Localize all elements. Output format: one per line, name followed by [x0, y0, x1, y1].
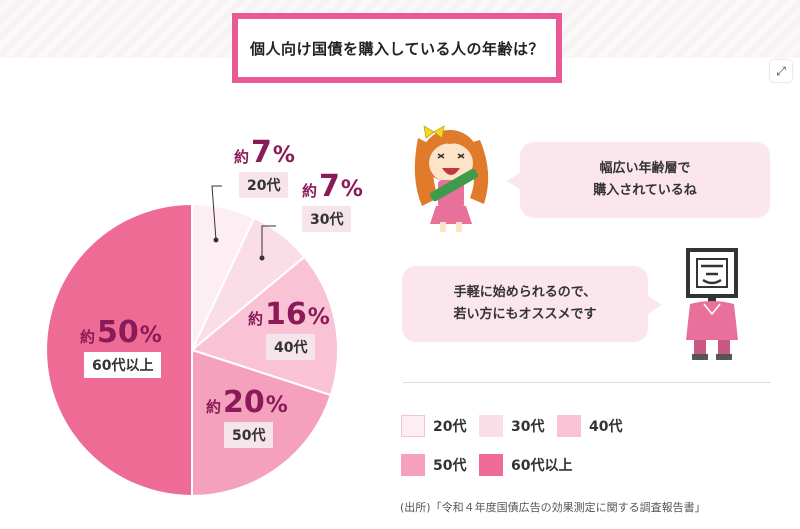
speech-bubble-robot: 手軽に始められるので、 若い方にもオススメです [402, 266, 648, 342]
page-title: 個人向け国債を購入している人の年齢は？ [232, 13, 562, 83]
legend-label: 60代以上 [511, 458, 573, 474]
slice-unit: % [272, 143, 295, 168]
legend-item-60: 60代以上 [479, 454, 572, 476]
slice-category: 40代 [266, 334, 316, 360]
pie-slice-5 [45, 202, 193, 498]
legend-swatch [479, 454, 503, 476]
legend-item-30: 30代 [479, 415, 544, 437]
divider [403, 382, 771, 383]
slice-prefix: 約 [206, 398, 222, 416]
slice-value: 50 [97, 315, 139, 350]
slice-label-30: 約7% 30代 [302, 172, 363, 232]
robot-character-icon [686, 248, 738, 360]
bubble-text-line: 若い方にもオススメです [453, 307, 597, 322]
slice-category: 60代以上 [84, 352, 162, 378]
legend-label: 30代 [511, 419, 545, 435]
legend-item-20: 20代 [401, 415, 466, 437]
slice-label-50: 約20% 50代 [206, 388, 288, 448]
legend-swatch [401, 454, 425, 476]
legend-item-40: 40代 [557, 415, 622, 437]
source-note: (出所)「令和４年度国債広告の効果測定に関する調査報告書」 [400, 501, 706, 514]
slice-label-40: 約16% 40代 [248, 300, 330, 360]
legend-label: 40代 [589, 419, 623, 435]
legend-swatch [557, 415, 581, 437]
slice-category: 30代 [302, 206, 352, 232]
speech-bubble-robot-tail [648, 296, 662, 314]
legend-label: 50代 [433, 458, 467, 474]
legend-swatch [479, 415, 503, 437]
legend-swatch [401, 415, 425, 437]
slice-prefix: 約 [234, 148, 250, 166]
slice-category: 50代 [224, 422, 274, 448]
slice-unit: % [265, 393, 288, 418]
leader-line-30 [261, 225, 276, 258]
slice-category: 20代 [239, 172, 289, 198]
slice-unit: % [340, 177, 363, 202]
slice-prefix: 約 [302, 182, 318, 200]
speech-bubble-girl-tail [507, 172, 521, 190]
slice-label-60: 約50% 60代以上 [80, 318, 162, 378]
bubble-text-line: 幅広い年齢層で [599, 160, 691, 176]
speech-bubble-girl: 幅広い年齢層で 購入されているね [520, 142, 770, 218]
slice-value: 16 [265, 297, 307, 332]
leader-dot-30 [259, 255, 265, 261]
legend-item-50: 50代 [401, 454, 466, 476]
slice-unit: % [307, 305, 330, 330]
leader-line-20 [211, 185, 222, 241]
slice-prefix: 約 [80, 328, 96, 346]
slice-label-20: 約7% 20代 [234, 138, 295, 198]
bubble-text-line: 手軽に始められるので、 [453, 284, 597, 300]
girl-character-icon [414, 125, 489, 232]
slice-prefix: 約 [248, 310, 264, 328]
slice-value: 20 [223, 385, 265, 420]
bubble-text-line: 購入されているね [593, 183, 697, 198]
slice-value: 7 [319, 169, 340, 204]
expand-icon[interactable]: ⤢ [770, 60, 792, 82]
slice-value: 7 [251, 135, 272, 170]
leader-dot-20 [213, 237, 219, 243]
pie-slice-3 [189, 255, 339, 397]
legend-label: 20代 [433, 419, 467, 435]
slice-unit: % [139, 323, 162, 348]
